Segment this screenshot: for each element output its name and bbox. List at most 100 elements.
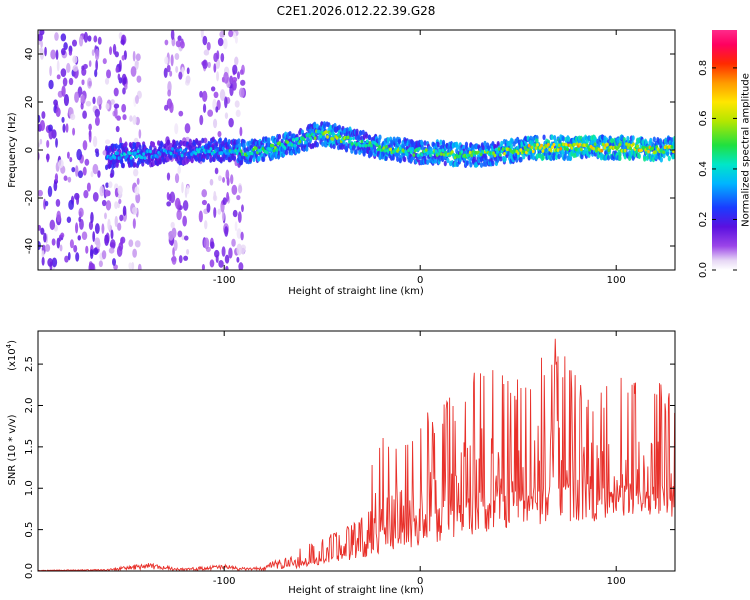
spectrogram-ridge-core [375,143,379,147]
spectrogram-ridge-core [328,131,332,136]
spectrogram-ridge-halo [535,138,539,144]
spectrogram-ridge-halo [222,156,226,162]
spectrogram-noise-cell [166,201,172,207]
spectrogram-noise-cell [222,177,226,183]
spectrogram-noise-cell [110,99,115,105]
spectrogram-ridge-halo [124,141,128,147]
snr-y-tick-label: 2.5 [24,356,35,372]
snr-axes: -100 0 100 0.0 0.5 1.0 1.5 2.0 2.5 [24,331,675,587]
spectrogram-noise-cell [85,245,89,254]
spectrogram-ridge-halo [198,140,202,146]
spectrogram-ridge-halo [277,133,282,140]
spectrogram-ridge-core [359,143,362,148]
spectrogram-noise-cell [186,184,190,195]
spectrogram-noise-cell [112,258,117,266]
spectrogram-noise-cell [171,255,177,265]
spectrogram-ridge-halo [618,151,622,158]
spectrogram-noise-cell [134,60,139,70]
figure-title: C2E1.2026.012.22.39.G28 [277,4,436,18]
spectrogram-noise-cell [46,140,50,148]
spectrogram-ridge-halo [284,149,289,156]
spectrogram-ridge-halo [593,136,597,143]
spectrogram-noise-cell [78,207,84,218]
spectrogram-ridge-core [498,153,502,157]
spectrogram-noise-cell [168,230,174,241]
spectrogram-ridge-halo [133,162,137,168]
spectrogram-ridge-core [350,142,354,146]
snr-multiplier-close: ) [7,340,18,344]
spectrogram-ridge-core [573,142,576,147]
spectrogram-noise-cell [60,68,67,77]
spectrogram-ridge-core [326,135,329,139]
spectrogram-noise-cell [76,195,80,206]
spectrogram-noise-cell [131,261,135,270]
spectrogram-noise-cell [110,229,114,240]
spectrogram-noise-cell [104,77,110,85]
spectrogram-ridge-core [586,145,590,149]
spectrogram-ridge-core [304,140,307,145]
spectrogram-noise-cell [94,108,100,118]
spectrogram-noise-cell [55,198,61,207]
spectrogram-y-tick-label: 20 [24,96,35,109]
spectrogram-noise-cell [186,248,190,255]
spectrogram-noise-cell [122,205,127,217]
spectrogram-ridge-core [123,152,126,156]
spectrogram-ridge-core [627,142,631,147]
spectrogram-noise-cell [224,112,229,119]
spectrogram-ridge-core [378,144,382,149]
spectrogram-ridge-halo [190,157,194,164]
spectrogram-ridge-core [416,153,420,158]
spectrogram-ridge-halo [491,160,495,167]
spectrogram-noise-cell [59,244,63,252]
spectrogram-ridge-core [209,147,213,151]
spectrogram-noise-cell [90,171,94,178]
spectrogram-noise-cell [108,247,115,254]
spectrogram-ridge-halo [484,154,488,161]
spectrogram-ridge-core [557,143,561,148]
spectrogram-ridge-core [298,139,302,144]
spectrogram-noise-cell [232,31,237,39]
spectrogram-ridge-halo [179,140,184,147]
spectrogram-ridge-core [530,145,534,150]
snr-multiplier-exponent: 4 [5,343,13,348]
spectrogram-ridge-core [369,143,373,148]
spectrogram-noise-cell [220,52,225,63]
spectrogram-ridge-core [368,141,372,145]
spectrogram-noise-cell [49,219,56,231]
spectrogram-ridge-halo [115,162,119,168]
spectrogram-ridge-halo [464,141,469,148]
spectrogram-noise-cell [122,87,126,95]
spectrogram-ridge-core [140,155,144,160]
spectrogram-noise-cell [132,115,137,125]
spectrogram-noise-cell [225,169,230,180]
spectrogram-noise-cell [174,197,181,210]
spectrogram-noise-cell [200,30,204,39]
spectrogram-ridge-core [551,145,554,150]
spectrogram-ridge-halo [160,142,164,148]
spectrogram-noise-cell [230,174,234,185]
spectrogram-noise-cell [114,106,118,119]
spectrogram-noise-cell [90,211,94,224]
spectrogram-noise-cell [222,197,227,205]
spectrogram-ridge-core [317,129,321,134]
spectrogram-ridge-core [549,148,553,153]
spectrogram-noise-cell [168,193,172,202]
spectrogram-noise-cell [231,80,237,91]
spectrogram-ridge-core [308,134,312,138]
spectrogram-ridge-halo [173,144,177,150]
spectrogram-noise-cell [118,59,122,72]
spectrogram-ridge-core [216,147,220,151]
spectrogram-noise-cell [75,222,79,234]
spectrogram-noise-cell [132,248,137,258]
spectrogram-ridge-halo [218,137,222,143]
spectrogram-noise-cell [116,245,123,257]
spectrogram-noise-cell [53,99,58,106]
spectrogram-ridge-halo [483,140,487,147]
spectrogram-noise-cell [134,186,140,196]
spectrogram-noise-cell [217,130,222,138]
spectrogram-noise-cell [124,83,128,90]
spectrogram-ridge-core [536,142,539,147]
spectrogram-ridge-halo [433,158,438,164]
spectrogram-noise-cell [128,239,134,248]
spectrogram-noise-cell [199,114,204,126]
